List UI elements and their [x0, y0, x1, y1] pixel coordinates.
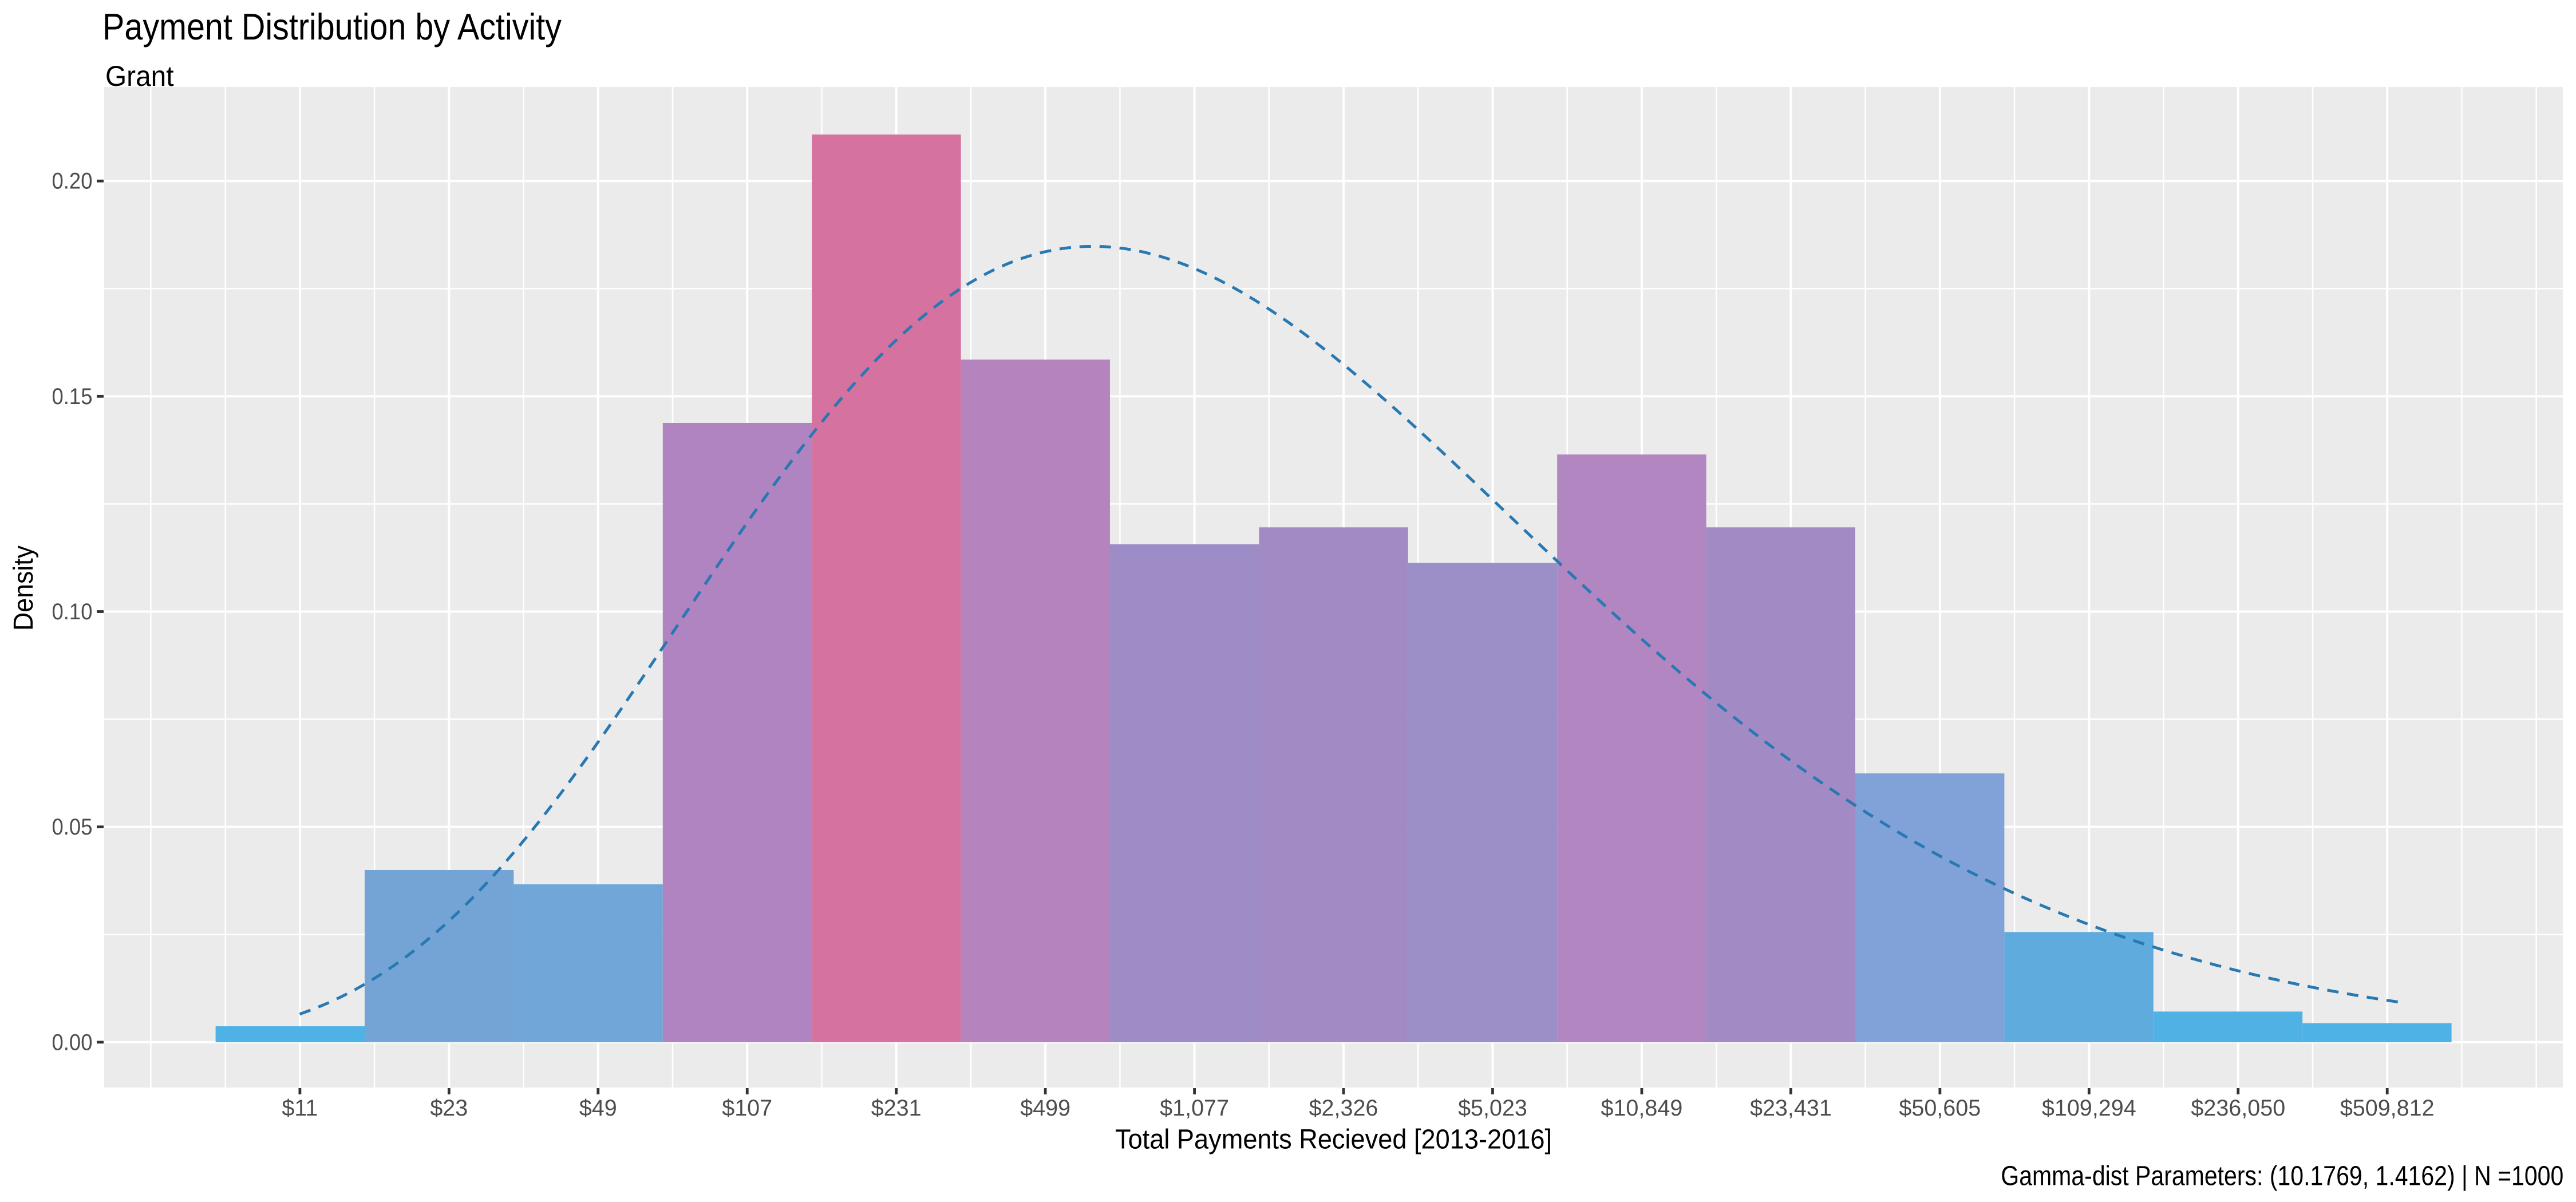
- svg-text:0.15: 0.15: [52, 384, 93, 409]
- svg-text:$10,849: $10,849: [1601, 1096, 1683, 1121]
- svg-text:0.10: 0.10: [52, 599, 93, 624]
- svg-text:$49: $49: [579, 1096, 617, 1121]
- svg-text:$236,050: $236,050: [2191, 1096, 2285, 1121]
- svg-text:0.00: 0.00: [52, 1030, 93, 1055]
- svg-text:$50,605: $50,605: [1899, 1096, 1981, 1121]
- svg-text:Gamma-dist Parameters: (10.176: Gamma-dist Parameters: (10.1769, 1.4162)…: [2001, 1161, 2563, 1192]
- svg-text:0.20: 0.20: [52, 169, 93, 194]
- svg-text:$107: $107: [722, 1096, 772, 1121]
- svg-text:Payment Distribution by Activi: Payment Distribution by Activity: [102, 6, 562, 48]
- svg-text:0.05: 0.05: [52, 814, 93, 840]
- svg-text:Density: Density: [8, 545, 39, 631]
- svg-text:$509,812: $509,812: [2340, 1096, 2435, 1121]
- svg-text:Total Payments Recieved [2013-: Total Payments Recieved [2013-2016]: [1115, 1124, 1552, 1154]
- svg-text:$1,077: $1,077: [1160, 1096, 1229, 1121]
- svg-text:$23,431: $23,431: [1750, 1096, 1832, 1121]
- svg-text:$109,294: $109,294: [2042, 1096, 2136, 1121]
- svg-text:$2,326: $2,326: [1309, 1096, 1378, 1121]
- svg-text:$231: $231: [871, 1096, 922, 1121]
- svg-text:$23: $23: [430, 1096, 468, 1121]
- svg-text:$11: $11: [282, 1096, 318, 1121]
- svg-text:$499: $499: [1020, 1096, 1070, 1121]
- svg-text:$5,023: $5,023: [1458, 1096, 1527, 1121]
- svg-text:Grant: Grant: [105, 60, 174, 92]
